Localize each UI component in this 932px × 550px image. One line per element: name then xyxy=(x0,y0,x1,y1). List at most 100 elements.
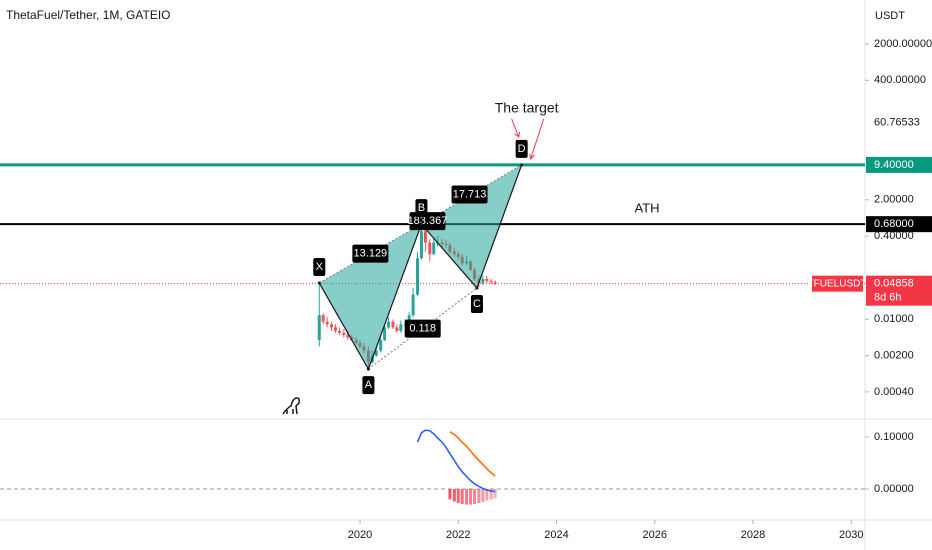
x-tick-label: 2020 xyxy=(348,529,372,541)
x-tick-label: 2024 xyxy=(544,529,568,541)
pattern-fill xyxy=(421,164,522,289)
candle-body xyxy=(383,327,387,341)
point-label-bg xyxy=(515,139,528,158)
ratio-bg xyxy=(404,319,441,338)
point-label: A xyxy=(365,379,373,391)
level-label: 0.68000 xyxy=(874,218,914,230)
histogram-bar xyxy=(485,489,489,501)
chart-title: ThetaFuel/Tether, 1M, GATEIO xyxy=(6,8,171,22)
histogram-bar xyxy=(448,489,452,500)
candle-body xyxy=(342,332,346,335)
pattern-fill xyxy=(319,224,422,370)
ratio-label: 13.129 xyxy=(354,247,388,259)
pattern-point xyxy=(419,222,423,226)
ratio-label: 0.118 xyxy=(409,322,436,334)
candle-body xyxy=(387,321,391,328)
last-price-bg xyxy=(866,275,932,306)
histogram-bar xyxy=(489,489,493,500)
candle-body xyxy=(337,330,341,333)
candle-body xyxy=(416,258,420,295)
candle-body xyxy=(346,334,350,338)
x-tick-label: 2026 xyxy=(643,529,667,541)
marker-label: 60.76533 xyxy=(874,117,920,129)
annotation: The target xyxy=(495,100,559,116)
ratio-label: 17.713 xyxy=(453,188,487,200)
pattern-leg xyxy=(476,164,523,289)
candle-body xyxy=(485,278,489,281)
indicator-line xyxy=(449,431,496,477)
ratio-bg xyxy=(352,244,389,263)
point-label-bg xyxy=(470,295,483,314)
y-tick-label: 0.10000 xyxy=(874,431,914,443)
histogram-bar xyxy=(465,489,469,505)
pattern-point xyxy=(366,367,370,371)
candle-body xyxy=(428,242,432,255)
candle-body xyxy=(489,280,493,283)
countdown-label: 8d 6h xyxy=(874,292,902,304)
candle-body xyxy=(411,294,415,316)
candle-body xyxy=(395,327,399,331)
candle-body xyxy=(481,278,485,284)
y-unit: USDT xyxy=(875,10,905,22)
pattern-point xyxy=(475,286,479,290)
x-tick-label: 2030 xyxy=(839,529,863,541)
candle-body xyxy=(321,315,325,322)
point-label-bg xyxy=(362,376,375,395)
ratio-bg xyxy=(451,185,488,204)
level-note: ATH xyxy=(634,201,659,216)
annotation-arrow xyxy=(511,118,521,138)
pattern-leg xyxy=(367,223,423,370)
point-label-bg xyxy=(313,258,326,277)
y-tick-label: 0.00040 xyxy=(874,386,914,398)
histogram-bar xyxy=(456,489,460,504)
y-tick-label: 0.40000 xyxy=(874,230,914,242)
histogram-bar xyxy=(481,489,485,503)
annotation-arrow xyxy=(529,118,545,160)
symbol-label: TFUELUSDT xyxy=(808,278,867,289)
x-tick-label: 2022 xyxy=(446,529,470,541)
y-tick-label: 2000.00000 xyxy=(874,38,932,50)
pattern-leg xyxy=(420,223,478,289)
pattern-point xyxy=(317,281,321,285)
ratio-label: 183.367 xyxy=(408,215,448,227)
point-label-bg xyxy=(415,199,428,218)
histogram-bar xyxy=(452,489,456,502)
point-label: C xyxy=(473,298,481,310)
symbol-bg xyxy=(812,275,863,292)
level-label: 9.40000 xyxy=(874,159,914,171)
y-tick-label: 0.01000 xyxy=(874,313,914,325)
y-tick-label: 400.00000 xyxy=(874,74,926,86)
pattern-diagonal xyxy=(421,164,522,225)
x-tick-label: 2028 xyxy=(741,529,765,541)
candle-body xyxy=(333,327,337,331)
level-label-bg xyxy=(866,216,932,233)
candle-body xyxy=(317,315,321,341)
last-price-label: 0.04858 xyxy=(874,278,914,290)
candle-body xyxy=(423,231,427,243)
candle-body xyxy=(325,321,329,325)
histogram-bar xyxy=(493,489,497,499)
pattern-point xyxy=(520,163,524,167)
point-label: X xyxy=(316,261,324,273)
logo-icon xyxy=(282,397,300,415)
histogram-bar xyxy=(477,489,481,504)
pattern-diagonal xyxy=(368,287,478,370)
y-tick-label: 0.00000 xyxy=(874,483,914,495)
point-label: D xyxy=(518,143,526,155)
candle-body xyxy=(432,242,436,255)
candle-body xyxy=(493,282,497,284)
candle-body xyxy=(399,324,403,331)
candle-body xyxy=(419,231,423,259)
marker-label-bg xyxy=(867,114,931,131)
histogram-bar xyxy=(460,489,464,505)
y-tick-label: 2.00000 xyxy=(874,194,914,206)
candle-body xyxy=(330,324,334,328)
point-label: B xyxy=(418,202,425,214)
level-label-bg xyxy=(866,156,932,173)
pattern-leg xyxy=(318,282,369,370)
histogram-bar xyxy=(472,489,476,505)
indicator-line xyxy=(416,429,496,493)
candle-body xyxy=(391,321,395,328)
candle-body xyxy=(374,350,378,356)
